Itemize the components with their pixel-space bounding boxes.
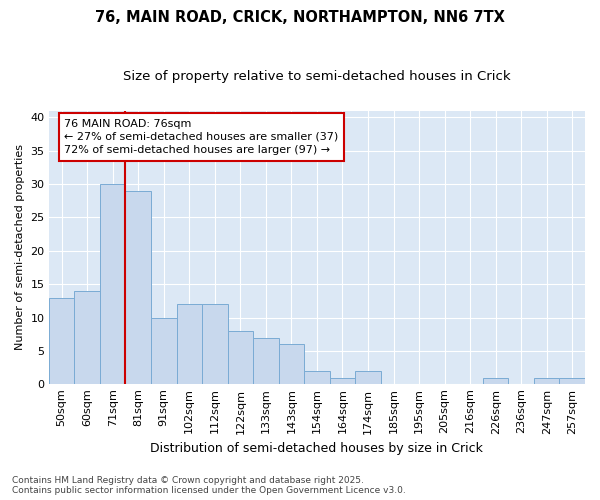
Text: 76 MAIN ROAD: 76sqm
← 27% of semi-detached houses are smaller (37)
72% of semi-d: 76 MAIN ROAD: 76sqm ← 27% of semi-detach… [64, 118, 338, 155]
Bar [329, 378, 355, 384]
Bar [253, 338, 278, 384]
Bar [559, 378, 585, 384]
X-axis label: Distribution of semi-detached houses by size in Crick: Distribution of semi-detached houses by … [151, 442, 484, 455]
Y-axis label: Number of semi-detached properties: Number of semi-detached properties [15, 144, 25, 350]
Bar [176, 304, 202, 384]
Bar [227, 331, 253, 384]
Bar [534, 378, 559, 384]
Bar [202, 304, 227, 384]
Bar [278, 344, 304, 385]
Bar [304, 371, 329, 384]
Text: Contains HM Land Registry data © Crown copyright and database right 2025.
Contai: Contains HM Land Registry data © Crown c… [12, 476, 406, 495]
Bar [74, 291, 100, 384]
Bar [100, 184, 125, 384]
Bar [483, 378, 508, 384]
Bar [125, 190, 151, 384]
Bar [355, 371, 381, 384]
Bar [151, 318, 176, 384]
Bar [49, 298, 74, 384]
Title: Size of property relative to semi-detached houses in Crick: Size of property relative to semi-detach… [123, 70, 511, 83]
Text: 76, MAIN ROAD, CRICK, NORTHAMPTON, NN6 7TX: 76, MAIN ROAD, CRICK, NORTHAMPTON, NN6 7… [95, 10, 505, 25]
